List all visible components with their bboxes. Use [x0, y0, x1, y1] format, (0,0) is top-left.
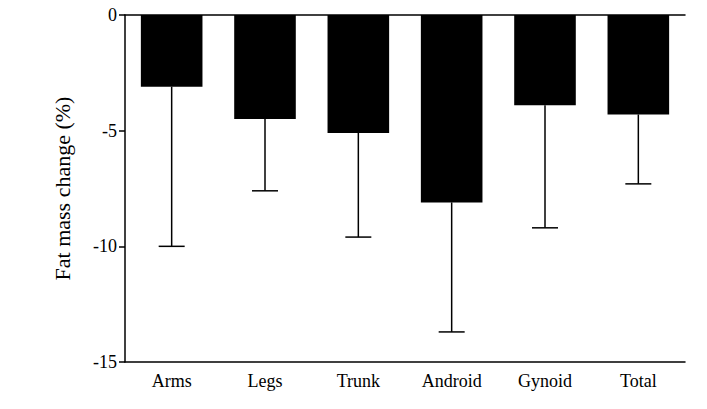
svg-text:Trunk: Trunk — [337, 371, 380, 391]
svg-text:-5: -5 — [102, 121, 117, 141]
svg-text:Fat mass change (%): Fat mass change (%) — [50, 97, 75, 281]
svg-text:Total: Total — [620, 371, 657, 391]
svg-text:Android: Android — [422, 371, 482, 391]
svg-text:Gynoid: Gynoid — [518, 371, 572, 391]
svg-text:-10: -10 — [93, 236, 117, 256]
svg-text:Legs: Legs — [248, 371, 283, 391]
svg-text:0: 0 — [108, 5, 117, 25]
svg-text:-15: -15 — [93, 352, 117, 372]
svg-text:Arms: Arms — [152, 371, 192, 391]
